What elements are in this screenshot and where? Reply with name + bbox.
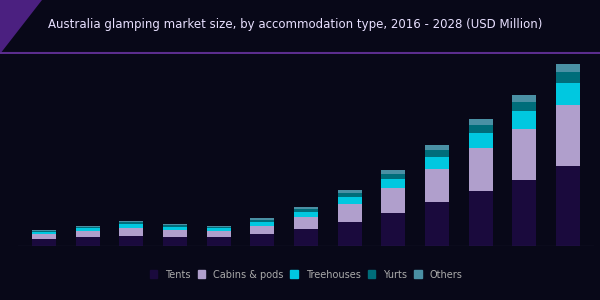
Bar <box>381 178 405 188</box>
Bar <box>207 237 231 246</box>
Bar <box>556 105 580 166</box>
Bar <box>163 237 187 246</box>
Bar <box>469 125 493 134</box>
Bar <box>163 227 187 230</box>
Bar <box>425 169 449 202</box>
Bar <box>163 230 187 237</box>
Bar <box>425 151 449 157</box>
Bar <box>469 191 493 246</box>
Bar <box>512 111 536 129</box>
Bar <box>76 231 100 237</box>
Bar <box>250 220 274 222</box>
Bar <box>119 228 143 236</box>
Bar <box>425 202 449 246</box>
Bar <box>381 174 405 178</box>
Legend: Tents, Cabins & pods, Treehouses, Yurts, Others: Tents, Cabins & pods, Treehouses, Yurts,… <box>146 266 466 284</box>
Bar <box>469 134 493 148</box>
Bar <box>512 129 536 180</box>
Bar <box>556 83 580 105</box>
Bar <box>469 148 493 191</box>
Bar <box>250 226 274 234</box>
Bar <box>207 228 231 231</box>
Bar <box>207 231 231 237</box>
Bar <box>76 228 100 231</box>
Bar <box>294 229 318 246</box>
Bar <box>250 218 274 220</box>
Bar <box>32 239 56 246</box>
Bar <box>556 72 580 83</box>
Bar <box>512 95 536 102</box>
Bar <box>76 227 100 228</box>
Bar <box>294 207 318 209</box>
Bar <box>119 236 143 246</box>
Bar <box>381 169 405 174</box>
Bar <box>338 193 362 197</box>
Bar <box>250 234 274 246</box>
Bar <box>512 102 536 111</box>
Bar <box>425 146 449 151</box>
Bar <box>294 217 318 229</box>
Bar <box>338 197 362 204</box>
Bar <box>338 204 362 222</box>
Bar <box>32 232 56 234</box>
Bar <box>294 212 318 217</box>
Bar <box>32 234 56 239</box>
Bar <box>425 157 449 169</box>
Bar <box>556 64 580 72</box>
Bar <box>512 180 536 246</box>
Bar <box>32 230 56 231</box>
Bar <box>76 226 100 227</box>
Bar <box>250 222 274 226</box>
Bar <box>294 209 318 212</box>
Bar <box>381 213 405 246</box>
Bar <box>32 231 56 232</box>
Text: Australia glamping market size, by accommodation type, 2016 - 2028 (USD Million): Australia glamping market size, by accom… <box>48 18 542 31</box>
Bar <box>119 224 143 228</box>
Bar <box>76 237 100 246</box>
Bar <box>163 225 187 227</box>
Bar <box>338 222 362 246</box>
Bar <box>163 224 187 225</box>
Bar <box>338 190 362 193</box>
Bar <box>207 227 231 228</box>
Bar <box>381 188 405 213</box>
Bar <box>119 221 143 222</box>
Bar <box>556 166 580 246</box>
Bar <box>469 119 493 125</box>
Polygon shape <box>0 0 42 54</box>
Bar <box>119 222 143 224</box>
Bar <box>207 226 231 227</box>
